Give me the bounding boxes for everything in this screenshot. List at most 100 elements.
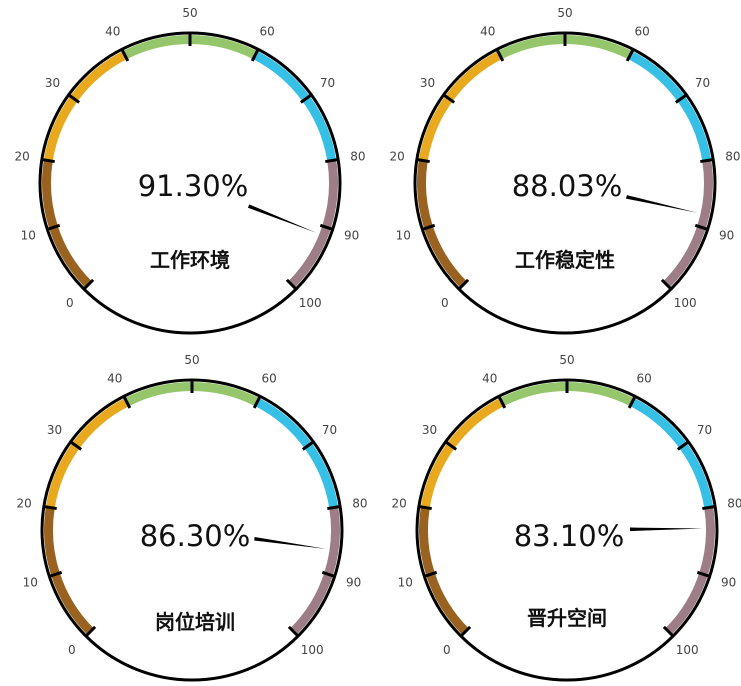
gauge-2: 0 10 20 30 40 50 60 70 80 90 100 88.03% 工作稳定性 xyxy=(389,6,741,335)
gauge-tick xyxy=(625,47,635,62)
gauge-tick xyxy=(702,504,717,511)
gauge-band xyxy=(417,159,467,288)
gauge-tick-label: 60 xyxy=(262,372,277,386)
gauge-1: 0 10 20 30 40 50 60 70 80 90 100 91.30% 工作环境 xyxy=(14,6,366,335)
gauge-tick-label: 10 xyxy=(398,576,413,590)
gauge-tick-label: 0 xyxy=(68,643,76,657)
gauge-tick-label: 60 xyxy=(260,25,275,39)
gauge-tick-label: 80 xyxy=(725,149,740,163)
gauge-tick-label: 20 xyxy=(389,149,404,163)
gauge-tick xyxy=(443,440,458,451)
gauge-tick xyxy=(441,93,456,104)
gauge-tick-label: 10 xyxy=(23,576,38,590)
gauge-tick-label: 50 xyxy=(182,6,197,20)
gauge-tick xyxy=(459,625,472,638)
gauge-tick xyxy=(68,440,83,451)
gauge-band xyxy=(290,506,340,635)
gauge-title: 工作环境 xyxy=(150,248,230,272)
gauge-tick-label: 40 xyxy=(105,25,120,39)
gauge-tick xyxy=(700,157,715,164)
gauge-tick-label: 80 xyxy=(352,496,367,510)
gauge-tick-label: 10 xyxy=(21,229,36,243)
gauge-tick-label: 40 xyxy=(482,372,497,386)
gauge-tick-label: 0 xyxy=(443,643,451,657)
gauge-value-label: 86.30% xyxy=(140,519,251,553)
gauge-tick xyxy=(120,47,130,62)
gauge-tick-label: 80 xyxy=(350,149,365,163)
gauge-band xyxy=(665,506,715,635)
gauge-tick xyxy=(422,570,438,579)
gauge-tick xyxy=(47,570,63,579)
gauge-tick-label: 20 xyxy=(391,496,406,510)
gauge-needle xyxy=(626,195,698,213)
gauge-value-label: 83.10% xyxy=(514,519,625,553)
gauge-tick xyxy=(497,394,507,409)
gauge-tick-label: 50 xyxy=(184,353,199,367)
gauge-tick xyxy=(319,223,335,232)
gauge-needle xyxy=(254,537,327,549)
gauge-tick xyxy=(321,570,337,579)
gauge-tick xyxy=(45,223,61,232)
gauge-tick xyxy=(660,278,673,291)
gauge-title: 工作稳定性 xyxy=(515,248,615,272)
gauge-tick xyxy=(250,47,260,62)
gauge-tick-label: 100 xyxy=(301,643,324,657)
gauge-tick-label: 10 xyxy=(396,229,411,243)
gauge-tick xyxy=(66,93,81,104)
gauge-tick xyxy=(40,157,55,164)
gauge-tick xyxy=(696,570,712,579)
gauge-tick xyxy=(457,278,470,291)
gauge-needle xyxy=(629,527,703,532)
gauge-band xyxy=(288,159,338,288)
gauge-tick-label: 40 xyxy=(480,25,495,39)
gauge-tick xyxy=(662,625,675,638)
gauge-title: 岗位培训 xyxy=(155,610,235,634)
gauge-tick xyxy=(301,440,316,451)
gauge-tick-label: 70 xyxy=(697,423,712,437)
gauge-band xyxy=(42,159,92,288)
gauge-tick-label: 60 xyxy=(635,25,650,39)
gauge-tick-label: 90 xyxy=(719,229,734,243)
gauge-tick xyxy=(84,625,97,638)
gauge-tick-label: 90 xyxy=(344,229,359,243)
gauge-tick-label: 50 xyxy=(557,6,572,20)
gauge-tick xyxy=(327,504,342,511)
gauge-tick-label: 70 xyxy=(320,76,335,90)
gauge-tick-label: 70 xyxy=(695,76,710,90)
gauge-band xyxy=(419,506,469,635)
gauge-tick-label: 50 xyxy=(559,353,574,367)
gauge-title: 晋升空间 xyxy=(527,606,607,630)
gauge-4: 0 10 20 30 40 50 60 70 80 90 100 83.10% 晋升空间 xyxy=(391,353,741,682)
gauge-tick xyxy=(82,278,95,291)
gauge-tick xyxy=(285,278,298,291)
gauge-tick-label: 80 xyxy=(727,496,741,510)
gauge-tick xyxy=(42,504,57,511)
gauge-tick-label: 40 xyxy=(107,372,122,386)
gauge-tick-label: 90 xyxy=(346,576,361,590)
gauge-tick xyxy=(287,625,300,638)
gauge-tick xyxy=(325,157,340,164)
gauge-needle xyxy=(247,204,317,233)
gauge-tick xyxy=(415,157,430,164)
gauge-tick xyxy=(417,504,432,511)
gauge-tick-label: 20 xyxy=(16,496,31,510)
gauge-tick-label: 30 xyxy=(422,423,437,437)
gauge-tick-label: 0 xyxy=(66,296,74,310)
gauge-value-label: 91.30% xyxy=(138,169,249,203)
gauge-tick-label: 60 xyxy=(637,372,652,386)
gauge-tick-label: 30 xyxy=(420,76,435,90)
gauge-tick xyxy=(676,440,691,451)
gauge-tick-label: 100 xyxy=(674,296,697,310)
gauge-tick xyxy=(299,93,314,104)
gauge-tick xyxy=(420,223,436,232)
gauge-value-label: 88.03% xyxy=(512,169,623,203)
gauge-tick xyxy=(674,93,689,104)
gauge-band xyxy=(44,506,94,635)
gauge-tick xyxy=(694,223,710,232)
gauge-tick xyxy=(122,394,132,409)
gauge-tick xyxy=(252,394,262,409)
gauge-band xyxy=(663,159,713,288)
gauge-tick-label: 90 xyxy=(721,576,736,590)
gauge-tick-label: 70 xyxy=(322,423,337,437)
